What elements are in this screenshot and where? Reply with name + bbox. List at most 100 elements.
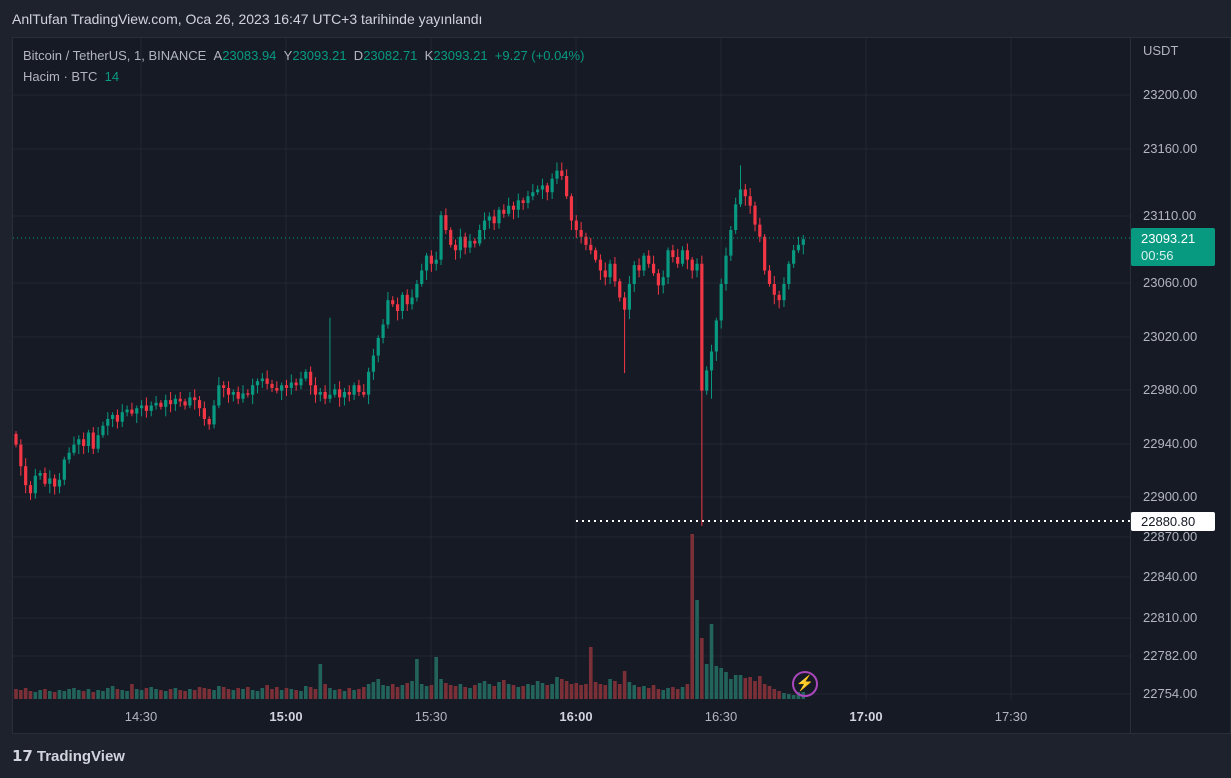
volume-bar — [531, 685, 535, 699]
candle-body — [453, 244, 458, 251]
candle-body — [482, 220, 487, 230]
volume-bar — [724, 672, 728, 699]
candle-body — [589, 244, 593, 251]
volume-label[interactable]: Hacim · BTC — [23, 69, 98, 84]
bar-countdown: 00:56 — [1141, 248, 1174, 263]
price-tick-label: 22840.00 — [1143, 569, 1198, 584]
candle-body — [284, 385, 289, 388]
volume-bar — [289, 689, 294, 699]
volume-bar — [579, 685, 583, 699]
candle-body — [183, 401, 187, 406]
volume-bar — [96, 690, 100, 699]
candle-body — [139, 405, 144, 409]
volume-bar — [76, 690, 81, 699]
candle-body — [115, 414, 120, 422]
volume-bar — [14, 689, 18, 699]
volume-bar — [304, 686, 308, 699]
candle-body — [738, 189, 743, 205]
volume-bar — [313, 689, 318, 699]
candle-body — [796, 244, 801, 251]
candle-body — [120, 412, 124, 422]
volume-bar — [376, 679, 381, 699]
price-tick-label: 22870.00 — [1143, 529, 1198, 544]
volume-bar — [81, 691, 86, 699]
volume-bar — [569, 684, 574, 699]
volume-bar — [120, 690, 125, 699]
volume-bar — [671, 687, 675, 699]
time-tick-label: 16:30 — [704, 709, 738, 724]
candle-body — [680, 250, 685, 264]
candle-body — [24, 466, 28, 486]
volume-bar — [791, 695, 796, 699]
volume-bar — [134, 689, 139, 699]
volume-bar — [762, 684, 767, 699]
volume-bar — [361, 687, 366, 699]
candle-body — [574, 220, 578, 230]
candle-body — [618, 281, 622, 298]
volume-bar — [197, 687, 202, 699]
volume-bar — [342, 691, 347, 699]
candle-body — [584, 236, 588, 245]
change-value: +9.27 (+0.04%) — [494, 48, 585, 63]
tv-logo-icon: 𝟭𝟳 — [12, 748, 33, 765]
candle-body — [91, 432, 95, 449]
candle-body — [57, 479, 62, 487]
volume-bar — [381, 685, 385, 699]
candle-body — [801, 239, 805, 245]
candle-body — [352, 385, 356, 395]
volume-bar — [33, 692, 38, 699]
grid-lines — [13, 38, 1130, 700]
candle-body — [700, 263, 704, 391]
candle-body — [767, 270, 772, 284]
close-value: 23093.21 — [433, 48, 488, 63]
candle-body — [82, 439, 86, 446]
candle-body — [207, 419, 211, 425]
candle-body — [444, 215, 448, 230]
candle-body — [473, 240, 477, 244]
volume-bar — [627, 682, 632, 699]
candle-body — [526, 196, 530, 203]
high-value: 23093.21 — [292, 48, 347, 63]
candle-body — [236, 392, 240, 399]
volume-bar — [72, 688, 76, 699]
currency-label[interactable]: USDT — [1143, 43, 1179, 58]
candle-body — [381, 324, 385, 338]
volume-bar — [323, 684, 327, 699]
candle-body — [318, 392, 322, 395]
volume-bar — [347, 688, 352, 699]
candle-body — [342, 392, 347, 398]
volume-bar — [28, 691, 33, 699]
volume-bar — [637, 687, 641, 699]
volume-bar — [275, 687, 279, 699]
price-axis[interactable] — [1130, 37, 1231, 734]
candle-body — [676, 257, 680, 264]
open-label: A — [213, 48, 223, 63]
candle-body — [536, 189, 540, 193]
volume-bar — [91, 692, 96, 699]
candle-body — [309, 371, 313, 386]
candle-body — [729, 230, 733, 256]
candle-body — [275, 387, 279, 391]
tradingview-logo[interactable]: 𝟭𝟳 TradingView — [12, 747, 125, 766]
volume-bar — [704, 664, 709, 699]
volume-bar — [429, 685, 434, 699]
candle-body — [743, 189, 747, 197]
volume-bar — [255, 691, 260, 699]
symbol-label[interactable]: Bitcoin / TetherUS, 1, BINANCE — [23, 48, 207, 63]
volume-bar — [168, 689, 173, 699]
volume-bar — [110, 686, 115, 699]
candle-body — [565, 176, 569, 197]
candle-body — [753, 205, 757, 225]
volume-bar — [43, 689, 47, 699]
volume-bar — [357, 689, 361, 699]
volume-bar — [545, 685, 550, 699]
volume-bar — [477, 683, 482, 699]
time-tick-label: 15:00 — [269, 709, 303, 724]
lightning-icon[interactable]: ⚡ — [792, 671, 818, 697]
candle-body — [511, 205, 516, 210]
volume-bar — [390, 684, 395, 699]
volume-bar — [526, 684, 530, 699]
candle-body — [772, 284, 776, 295]
candle-body — [299, 378, 303, 386]
candle-body — [748, 196, 752, 206]
